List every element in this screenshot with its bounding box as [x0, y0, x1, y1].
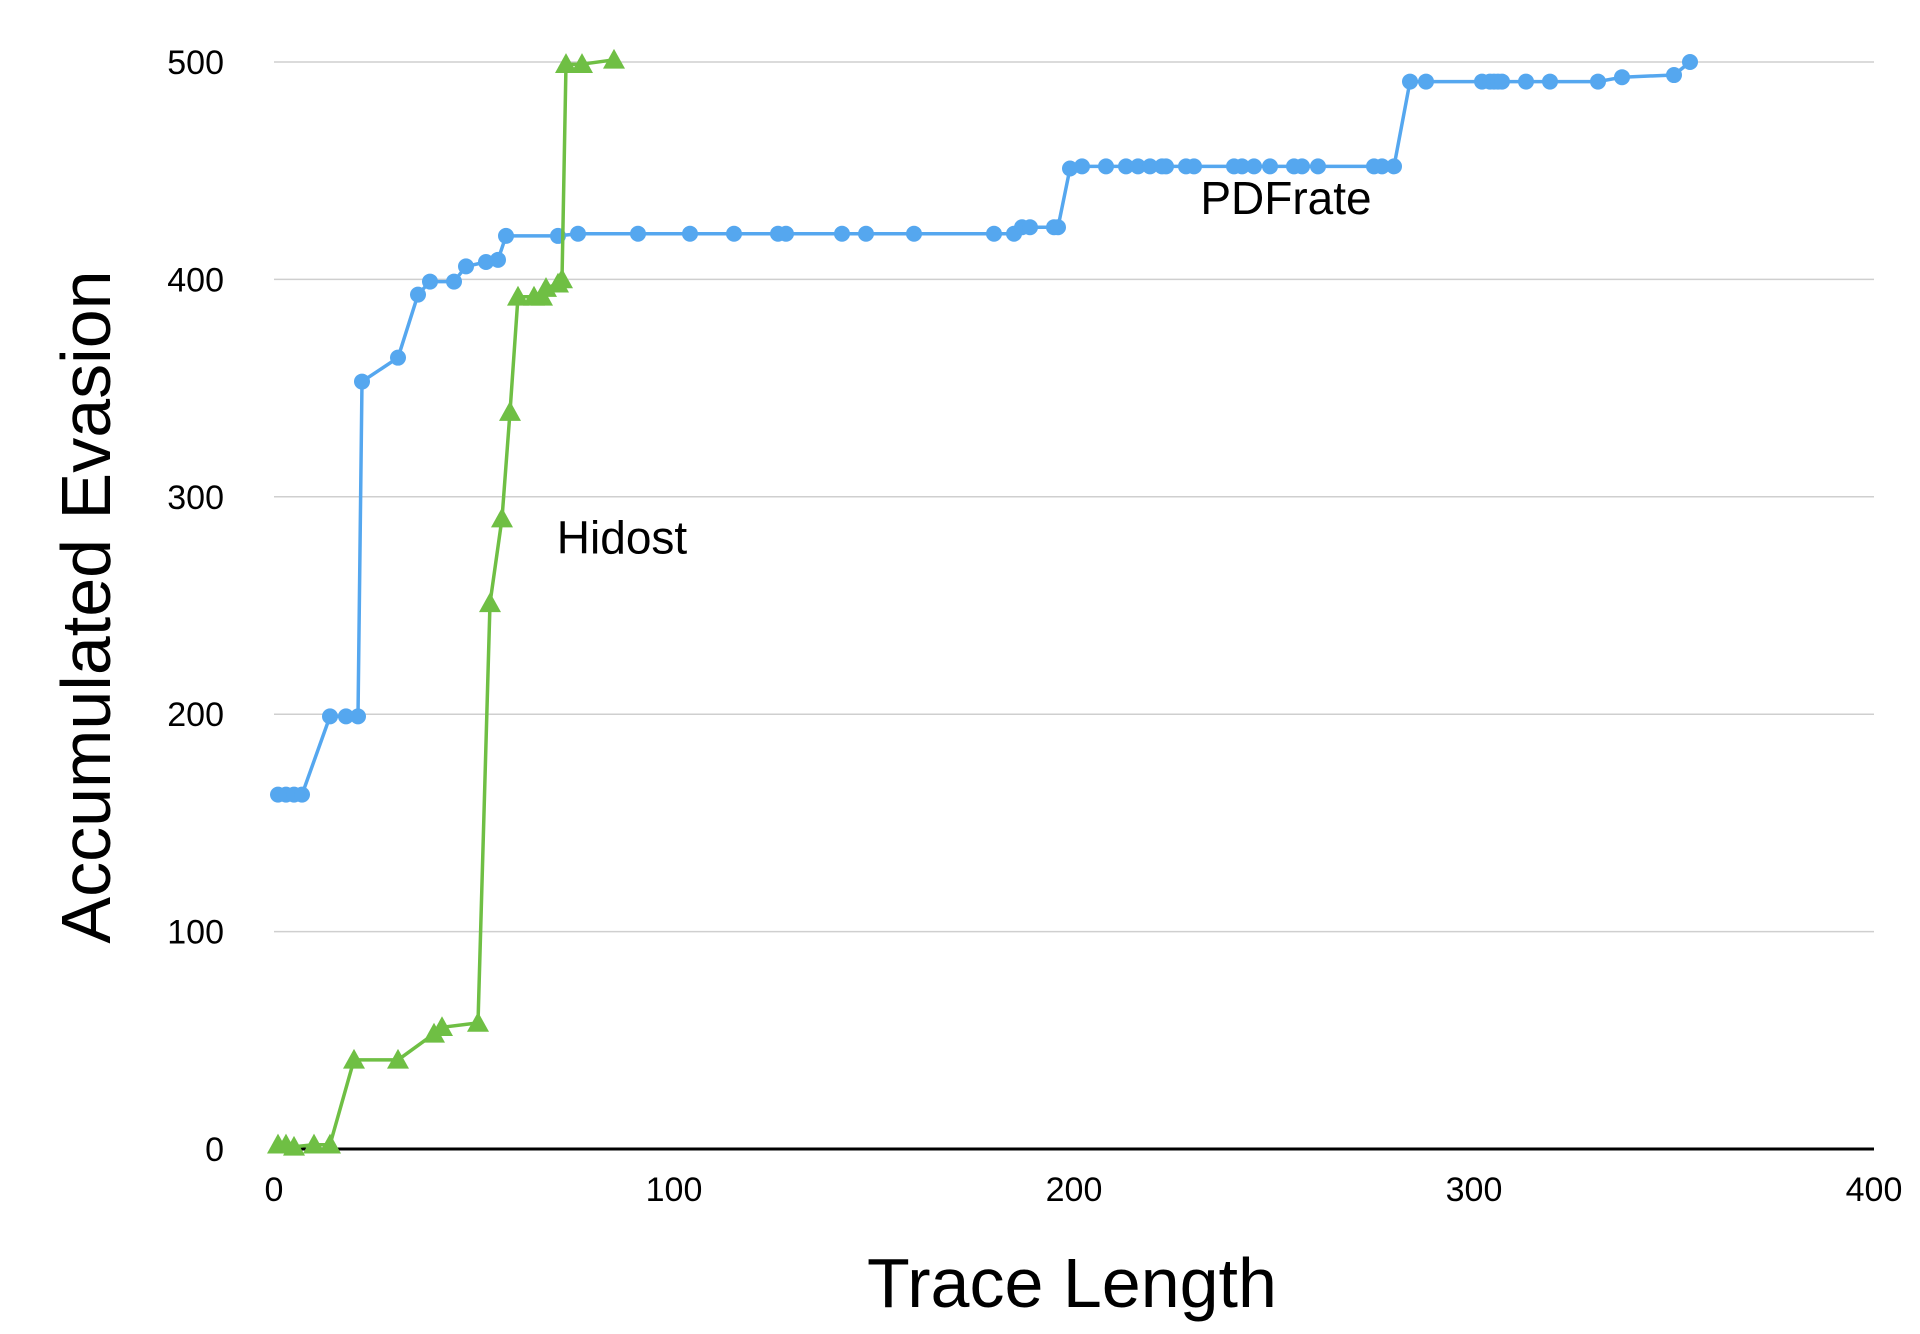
- data-point-pdfrate: [1118, 158, 1134, 175]
- data-point-pdfrate: [1294, 158, 1310, 175]
- data-point-pdfrate: [1542, 73, 1558, 90]
- data-point-pdfrate: [986, 225, 1002, 242]
- data-point-pdfrate: [1386, 158, 1402, 175]
- data-point-pdfrate: [422, 273, 438, 290]
- y-tick-label: 400: [167, 261, 224, 299]
- data-point-hidost: [551, 268, 573, 289]
- data-point-pdfrate: [1074, 158, 1090, 175]
- annotation-pdfrate: PDFrate: [1200, 172, 1371, 224]
- series-hidost: [267, 48, 625, 1156]
- data-point-hidost: [319, 1133, 341, 1154]
- data-point-pdfrate: [458, 258, 474, 275]
- y-tick-label: 200: [167, 696, 224, 734]
- x-axis-title: Trace Length: [867, 1244, 1277, 1322]
- data-point-hidost: [343, 1048, 365, 1069]
- data-point-pdfrate: [446, 273, 462, 290]
- x-tick-label: 300: [1446, 1171, 1503, 1209]
- data-point-pdfrate: [1614, 69, 1630, 86]
- series-pdfrate: [270, 54, 1698, 803]
- series-line-hidost: [278, 58, 615, 1149]
- data-point-hidost: [431, 1016, 453, 1037]
- x-tick-label: 200: [1046, 1171, 1103, 1209]
- data-point-pdfrate: [338, 708, 354, 725]
- y-tick-label: 500: [167, 44, 224, 82]
- series-layer: [267, 48, 1698, 1156]
- data-point-pdfrate: [350, 708, 366, 725]
- data-point-hidost: [303, 1133, 325, 1154]
- annotations: PDFrate Hidost: [557, 172, 1372, 563]
- data-point-pdfrate: [1050, 219, 1066, 236]
- data-point-pdfrate: [1374, 158, 1390, 175]
- data-point-pdfrate: [682, 225, 698, 242]
- data-point-pdfrate: [1494, 73, 1510, 90]
- data-point-pdfrate: [1262, 158, 1278, 175]
- data-point-hidost: [491, 507, 513, 528]
- data-point-pdfrate: [498, 227, 514, 244]
- data-point-pdfrate: [354, 373, 370, 390]
- data-point-hidost: [283, 1135, 305, 1156]
- data-point-pdfrate: [1682, 54, 1698, 70]
- data-point-hidost: [499, 401, 521, 421]
- data-point-pdfrate: [1098, 158, 1114, 175]
- data-point-pdfrate: [1062, 160, 1078, 177]
- x-tick-label: 0: [265, 1171, 284, 1209]
- data-point-pdfrate: [1246, 158, 1262, 175]
- data-point-pdfrate: [390, 349, 406, 366]
- data-point-pdfrate: [1518, 73, 1534, 90]
- data-point-pdfrate: [478, 254, 494, 271]
- y-tick-label: 0: [205, 1131, 224, 1169]
- data-point-pdfrate: [1418, 73, 1434, 90]
- data-point-pdfrate: [778, 225, 794, 242]
- data-point-pdfrate: [858, 225, 874, 242]
- data-point-pdfrate: [726, 225, 742, 242]
- data-point-pdfrate: [1402, 73, 1418, 90]
- data-point-pdfrate: [630, 225, 646, 242]
- data-point-hidost: [507, 285, 529, 306]
- x-tick-label: 400: [1846, 1171, 1903, 1209]
- data-point-hidost: [571, 53, 593, 73]
- data-point-pdfrate: [1310, 158, 1326, 175]
- data-point-pdfrate: [1590, 73, 1606, 90]
- y-tick-label: 300: [167, 479, 224, 517]
- data-point-hidost: [479, 592, 501, 613]
- data-point-pdfrate: [294, 786, 310, 803]
- data-point-hidost: [555, 53, 577, 73]
- y-tick-label: 100: [167, 914, 224, 952]
- gridlines: [274, 61, 1874, 933]
- annotation-hidost: Hidost: [557, 511, 688, 563]
- data-point-pdfrate: [1186, 158, 1202, 175]
- data-point-pdfrate: [322, 708, 338, 725]
- data-point-pdfrate: [1142, 158, 1158, 175]
- data-point-hidost: [387, 1048, 409, 1069]
- data-point-pdfrate: [490, 251, 506, 268]
- data-point-pdfrate: [906, 225, 922, 242]
- data-point-pdfrate: [1158, 158, 1174, 175]
- data-point-hidost: [467, 1011, 489, 1032]
- data-point-pdfrate: [1234, 158, 1250, 175]
- y-axis-title: Accumulated Evasion: [47, 270, 125, 943]
- x-tick-label: 100: [646, 1171, 703, 1209]
- data-point-pdfrate: [570, 225, 586, 242]
- data-point-hidost: [603, 48, 625, 69]
- data-point-pdfrate: [1022, 219, 1038, 236]
- series-line-pdfrate: [278, 60, 1692, 797]
- data-point-pdfrate: [410, 286, 426, 303]
- data-point-pdfrate: [1130, 158, 1146, 175]
- data-point-pdfrate: [1666, 67, 1682, 84]
- data-point-pdfrate: [834, 225, 850, 242]
- axes: 0 100 200 300 400 500 0 100 200 300 400: [167, 44, 1902, 1209]
